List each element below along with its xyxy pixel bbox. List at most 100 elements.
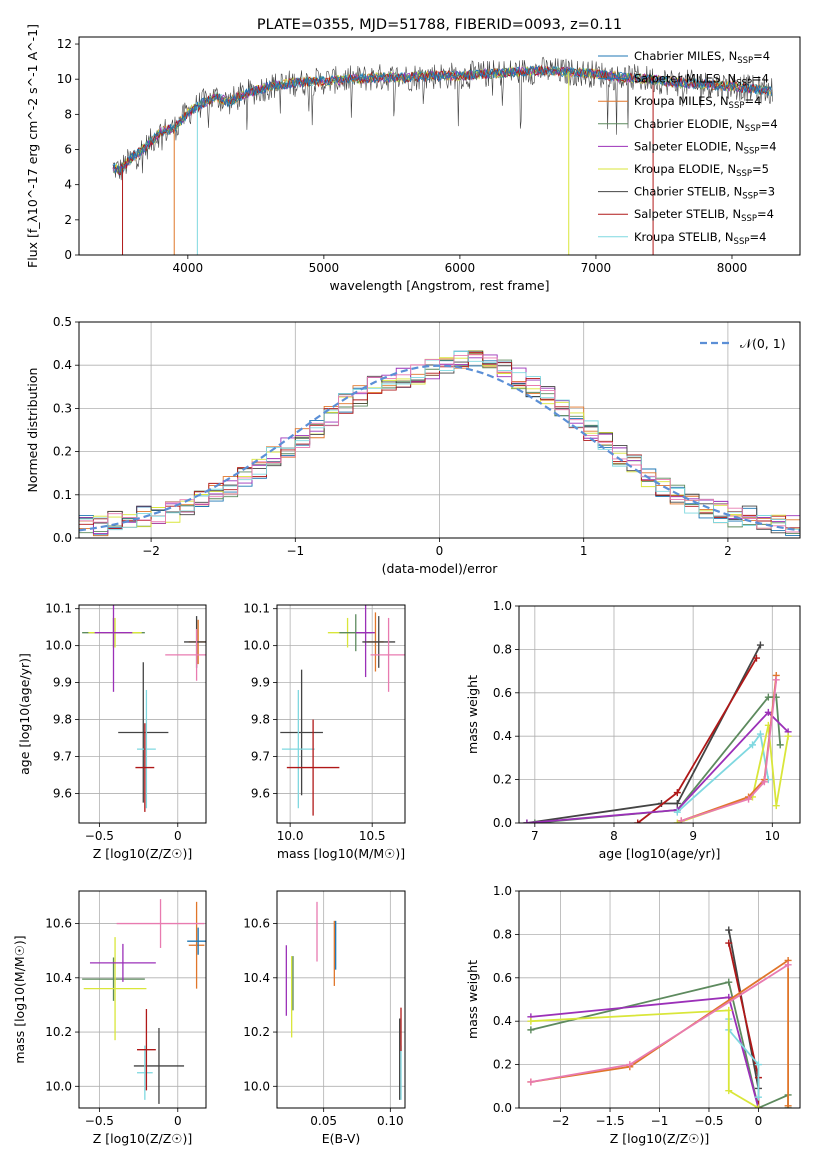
x-tick-label: −2 (142, 544, 160, 558)
plot-area (79, 350, 800, 538)
weight-marker (725, 978, 733, 986)
y-tick-label: 12 (57, 37, 72, 51)
y-axis-label: mass [log10(M/M☉)] (12, 935, 27, 1063)
y-tick-label: 0.1 (53, 488, 72, 502)
y-tick-label: 0.6 (493, 686, 512, 700)
y-tick-label: 0.6 (493, 971, 512, 985)
weight-marker (756, 641, 764, 649)
legend-value: =3 (758, 185, 775, 199)
y-tick-label: 0.8 (493, 927, 512, 941)
weight-marker (784, 961, 792, 969)
legend-entry: 𝒩(0, 1) (740, 336, 786, 351)
y-tick-label: 1.0 (493, 884, 512, 898)
axes-frame (518, 890, 801, 1109)
weight-marker (764, 693, 772, 701)
legend-value: =4 (749, 230, 766, 244)
y-tick-label: 0.4 (53, 358, 72, 372)
x-axis-label: (data-model)/error (382, 561, 499, 576)
weight-marker (673, 789, 681, 797)
legend-subscript: SSP (729, 101, 745, 111)
y-tick-label: 0.4 (493, 1014, 512, 1028)
x-tick-label: 0 (174, 829, 182, 843)
y-tick-label: 10.0 (243, 1079, 270, 1093)
y-tick-label: 0.2 (493, 1058, 512, 1072)
axes-frame (78, 604, 207, 824)
normal-curve (79, 364, 800, 532)
legend-value: =4 (744, 94, 761, 108)
x-tick-label: 0.05 (310, 1114, 337, 1128)
y-tick-label: 9.9 (53, 676, 72, 690)
legend-entry: Chabrier STELIB, NSSP=3 (634, 185, 775, 202)
axes-frame (276, 890, 406, 1109)
weight-marker (725, 939, 733, 947)
legend-value: =4 (760, 139, 777, 153)
legend-subscript: SSP (734, 237, 750, 247)
y-tick-label: 9.7 (251, 749, 270, 763)
y-tick-label: 10.0 (45, 1079, 72, 1093)
histogram-series (79, 354, 800, 538)
x-tick-label: −1 (651, 1114, 669, 1128)
x-tick-label: 7000 (581, 261, 612, 275)
spectrum-line (112, 65, 773, 175)
plot-area (285, 901, 402, 1100)
y-tick-label: 8 (64, 107, 72, 121)
y-tick-label: 10.6 (243, 917, 270, 931)
age-vs-mass-panel: 10.0 10.5 9.6 9.7 9.8 9.9 10.0 10.1 mass [log10(… (243, 602, 406, 861)
spectrum-panel: 4000 5000 6000 7000 8000 0 2 4 6 8 10 12 wavelength … (25, 17, 801, 293)
plot-area (82, 899, 206, 1104)
weight-marker (784, 732, 792, 740)
x-tick-label: 10.5 (359, 829, 386, 843)
weight-marker (677, 817, 685, 823)
y-tick-label: 0.4 (493, 729, 512, 743)
x-tick-label: 7 (531, 829, 539, 843)
legend-value: =4 (752, 72, 769, 86)
y-tick-label: 2 (64, 213, 72, 227)
x-axis-label: E(B-V) (322, 1131, 361, 1146)
weight-series (676, 731, 770, 813)
weight-marker (673, 819, 681, 823)
y-tick-label: 6 (64, 143, 72, 157)
plot-area (82, 605, 206, 812)
legend-value: =4 (757, 207, 774, 221)
y-tick-label: 10.1 (45, 602, 72, 616)
weight-marker (776, 741, 784, 749)
weight-series (727, 942, 760, 1108)
x-axis-label: Z [log10(Z/Z☉)] (93, 1131, 193, 1146)
x-tick-label: 10.0 (277, 829, 304, 843)
y-axis-label: mass weight (465, 675, 480, 754)
weight-marker (784, 1102, 792, 1108)
weight-marker (626, 1061, 634, 1069)
weight-marker (772, 802, 780, 810)
weight-marker (725, 1006, 733, 1014)
legend-subscript: SSP (737, 56, 753, 66)
y-tick-label: 4 (64, 178, 72, 192)
histogram-legend: 𝒩(0, 1) (700, 336, 786, 351)
weight-series (530, 996, 760, 1108)
y-tick-label: 10.4 (45, 971, 72, 985)
weight-marker (760, 778, 768, 786)
legend-entry: Chabrier MILES, NSSP=4 (634, 49, 770, 66)
legend-value: =4 (753, 49, 770, 63)
y-tick-label: 9.6 (251, 786, 270, 800)
legend-subscript: SSP (744, 146, 760, 156)
legend-subscript: SSP (736, 79, 752, 89)
weight-series (526, 644, 762, 823)
x-tick-label: 5000 (309, 261, 340, 275)
plot-area (523, 641, 792, 823)
y-tick-label: 9.6 (53, 786, 72, 800)
weight-marker (527, 1026, 535, 1034)
legend-entry: Salpeter ELODIE, NSSP=4 (634, 139, 777, 156)
y-tick-label: 0.0 (493, 816, 512, 830)
weight-marker (725, 926, 733, 934)
weight-marker (527, 1017, 535, 1025)
y-tick-label: 10 (57, 72, 72, 86)
y-tick-label: 10.4 (243, 971, 270, 985)
x-axis-label: Z [log10(Z/Z☉)] (610, 1131, 710, 1146)
y-tick-label: 10.2 (45, 1025, 72, 1039)
x-tick-label: −0.5 (85, 829, 114, 843)
y-tick-label: 10.6 (45, 917, 72, 931)
weight-series (637, 657, 758, 823)
weight-series (526, 711, 789, 823)
y-tick-label: 0.0 (53, 531, 72, 545)
y-tick-label: 10.2 (243, 1025, 270, 1039)
